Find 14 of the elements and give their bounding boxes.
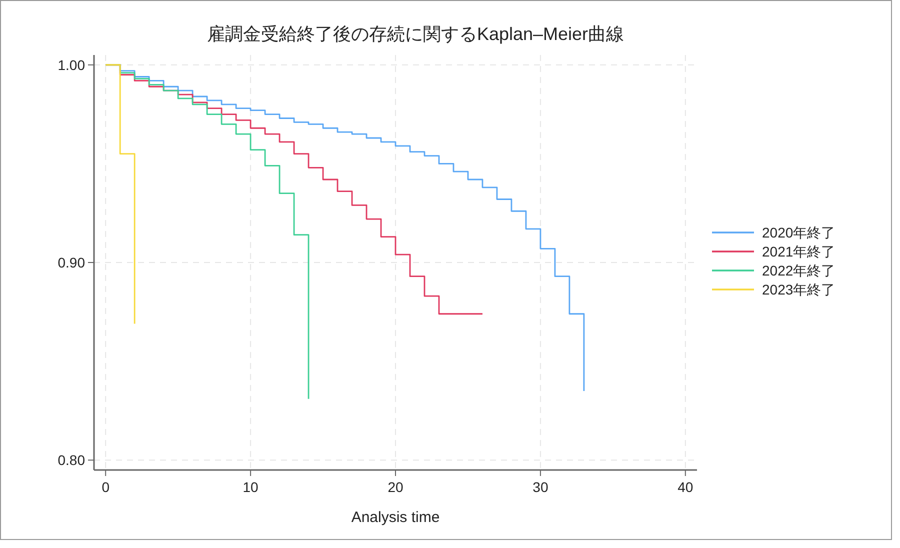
x-tick-label: 40 [678,479,694,495]
y-tick-label: 0.80 [58,452,86,468]
x-tick-label: 30 [532,479,548,495]
legend-label: 2021年終了 [762,244,836,260]
legend-label: 2020年終了 [762,224,836,240]
y-tick-label: 1.00 [58,56,86,73]
x-tick-label: 10 [242,479,259,495]
x-axis-title: Analysis time [351,509,440,526]
x-tick-label: 20 [388,479,404,495]
x-tick-label: 0 [102,479,110,495]
legend-label: 2023年終了 [762,282,836,298]
legend-label: 2022年終了 [762,262,836,278]
chart-title: 雇調金受給終了後の存続に関するKaplan–Meier曲線 [206,24,624,44]
y-tick-label: 0.90 [58,254,86,270]
